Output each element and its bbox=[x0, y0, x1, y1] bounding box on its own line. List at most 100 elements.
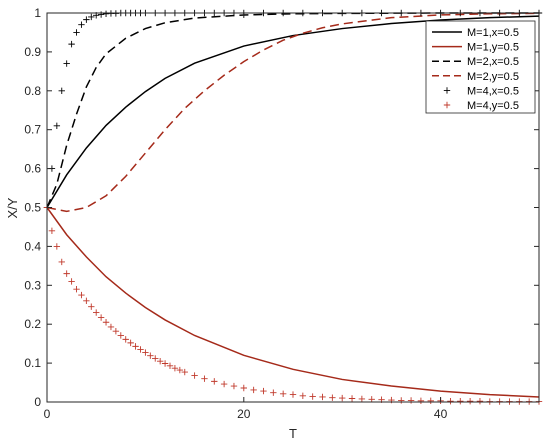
data-point bbox=[358, 395, 366, 403]
data-point bbox=[102, 319, 110, 326]
data-point bbox=[78, 291, 85, 299]
data-point bbox=[107, 323, 115, 331]
series-m-2-y-0-5 bbox=[46, 12, 540, 213]
data-point bbox=[417, 397, 425, 405]
data-point bbox=[142, 349, 149, 356]
series-layer bbox=[43, 9, 543, 405]
legend-label: M=4,y=0.5 bbox=[467, 100, 519, 112]
series-m-2-x-0-5 bbox=[46, 12, 539, 208]
data-point bbox=[88, 13, 95, 21]
series-line-m-2-y-0-5 bbox=[46, 12, 540, 213]
y-tick-label: 0.3 bbox=[24, 278, 41, 292]
data-point bbox=[93, 309, 100, 316]
data-point bbox=[230, 382, 238, 390]
data-point bbox=[319, 393, 326, 401]
data-point bbox=[176, 366, 184, 374]
data-point bbox=[83, 16, 90, 23]
data-point bbox=[270, 389, 277, 396]
data-point bbox=[137, 346, 144, 353]
data-point bbox=[368, 396, 375, 403]
data-point bbox=[299, 392, 307, 399]
data-point bbox=[476, 398, 484, 405]
legend-box bbox=[425, 20, 536, 114]
data-point bbox=[122, 336, 129, 343]
data-point bbox=[58, 258, 65, 266]
data-point bbox=[398, 397, 405, 404]
data-point bbox=[407, 397, 415, 404]
data-point bbox=[73, 29, 80, 36]
y-axis-title: X/Y bbox=[5, 197, 20, 218]
legend-label: M=1,y=0.5 bbox=[467, 42, 519, 54]
data-point bbox=[78, 21, 85, 28]
data-point bbox=[289, 391, 297, 398]
data-point bbox=[147, 352, 154, 359]
legend-label: M=1,x=0.5 bbox=[467, 27, 519, 39]
data-point bbox=[220, 380, 228, 388]
series-line-m-1-x-0-5 bbox=[46, 15, 540, 208]
x-axis-title: T bbox=[289, 426, 297, 441]
y-tick-label: 0 bbox=[34, 395, 41, 409]
data-point bbox=[191, 372, 198, 379]
data-point bbox=[427, 397, 434, 405]
data-point bbox=[112, 328, 120, 335]
y-tick-label: 0.1 bbox=[24, 356, 41, 370]
data-point bbox=[63, 270, 70, 277]
y-tick-label: 0.8 bbox=[24, 84, 41, 98]
data-point bbox=[211, 378, 218, 385]
data-point bbox=[73, 285, 80, 293]
data-point bbox=[117, 332, 124, 339]
y-tick-label: 0.4 bbox=[24, 239, 41, 253]
data-point bbox=[152, 355, 159, 362]
x-tick-label: 40 bbox=[434, 407, 448, 421]
data-point bbox=[97, 11, 105, 18]
data-point bbox=[447, 398, 454, 405]
data-point bbox=[48, 227, 56, 235]
y-tick-label: 0.6 bbox=[24, 162, 41, 176]
data-point bbox=[279, 390, 287, 398]
x-tick-label: 0 bbox=[44, 407, 51, 421]
y-tick-label: 0.5 bbox=[24, 201, 41, 215]
data-point bbox=[250, 386, 257, 394]
series-line-m-2-x-0-5 bbox=[46, 12, 539, 208]
data-point bbox=[309, 393, 316, 400]
data-point bbox=[339, 394, 346, 402]
data-point bbox=[171, 364, 179, 372]
y-tick-label: 0.2 bbox=[24, 317, 41, 331]
data-point bbox=[348, 395, 356, 402]
data-point bbox=[457, 398, 464, 405]
legend-label: M=2,y=0.5 bbox=[467, 71, 519, 83]
series-line-m-1-y-0-5 bbox=[46, 207, 540, 398]
ticks-layer: 0 0.1 0.2 0.3 0.4 0.5 0.6 0.7 0.8 0.9 1 0 20 40 bbox=[24, 6, 539, 421]
data-point bbox=[166, 362, 174, 370]
legend-swatch-m-4-x-0-5 bbox=[443, 87, 451, 94]
data-point bbox=[156, 357, 164, 365]
y-tick-label: 0.7 bbox=[24, 123, 41, 137]
data-point bbox=[68, 278, 75, 285]
data-point bbox=[181, 368, 188, 376]
y-tick-label: 1 bbox=[34, 6, 41, 20]
data-point bbox=[53, 243, 61, 250]
legend-label: M=2,x=0.5 bbox=[467, 56, 519, 68]
legend: M=1,x=0.5 M=1,y=0.5 M=2,x=0.5 M=2,y=0.5 M=4,… bbox=[425, 20, 536, 114]
data-point bbox=[88, 303, 95, 310]
series-m-1-y-0-5 bbox=[46, 207, 540, 398]
data-point bbox=[466, 398, 474, 405]
data-point bbox=[161, 360, 169, 367]
series-m-1-x-0-5 bbox=[46, 15, 540, 208]
legend-label: M=4,x=0.5 bbox=[467, 85, 519, 97]
data-point bbox=[63, 60, 70, 67]
data-point bbox=[201, 375, 208, 382]
data-point bbox=[127, 339, 134, 347]
data-point bbox=[58, 87, 65, 94]
legend-swatch-m-4-y-0-5 bbox=[443, 101, 451, 109]
data-point bbox=[97, 314, 105, 321]
data-point bbox=[329, 394, 336, 401]
data-point bbox=[240, 384, 247, 392]
y-tick-label: 0.9 bbox=[24, 45, 41, 59]
x-tick-label: 20 bbox=[237, 407, 251, 421]
data-point bbox=[260, 387, 267, 395]
data-point bbox=[132, 343, 139, 350]
data-point bbox=[53, 122, 61, 130]
data-point bbox=[83, 297, 90, 305]
